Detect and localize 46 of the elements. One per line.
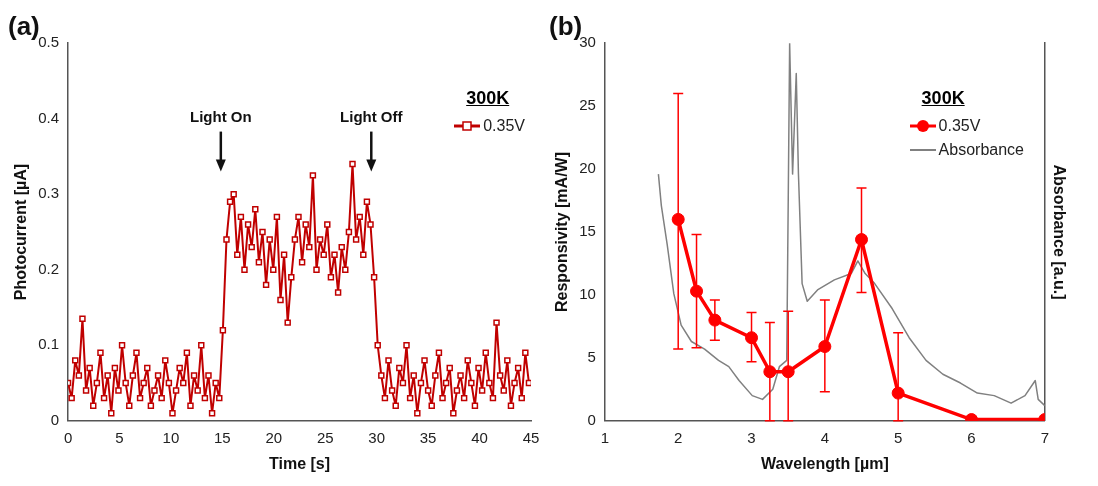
legend-label: Absorbance: [938, 141, 1024, 159]
x-tick-label: 35: [419, 428, 437, 446]
y-tick-label: 25: [579, 96, 596, 114]
y-tick-label: 0: [587, 410, 596, 428]
x-tick-label: 0: [63, 428, 73, 446]
point: [855, 233, 868, 247]
y-tick-label: 15: [579, 222, 596, 240]
x-axis-title: Wavelength [µm]: [760, 454, 889, 472]
annotation: Light Off: [340, 108, 404, 126]
y-axis-title: Responsivity [mA/W]: [553, 151, 571, 313]
point: [745, 331, 759, 345]
annotation: Light On: [190, 108, 252, 126]
x-tick-label: 6: [967, 428, 976, 446]
x-tick-label: 2: [674, 428, 683, 446]
y-tick-label: 30: [579, 33, 596, 51]
x-tick-label: 7: [1040, 428, 1049, 446]
x-tick-label: 15: [214, 428, 231, 446]
y-tick-label: 0: [50, 410, 60, 428]
x-tick-label: 40: [471, 428, 488, 446]
x-tick-label: 45: [522, 428, 540, 446]
x-axis-title: Time [s]: [268, 454, 331, 472]
x-tick-label: 3: [747, 428, 756, 446]
y-tick-label: 20: [579, 159, 596, 177]
x-tick-label: 5: [893, 428, 903, 446]
y-axis-title: Photocurrent [µA]: [12, 163, 30, 301]
point: [690, 284, 704, 298]
x-tick-label: 5: [115, 428, 124, 446]
legend-title: 300K: [466, 88, 511, 109]
y-tick-label: 10: [579, 285, 596, 303]
x-tick-label: 30: [368, 428, 386, 446]
x-tick-label: 4: [820, 428, 830, 446]
x-tick-label: 25: [316, 428, 334, 446]
legend-title: 300K: [921, 88, 966, 109]
x-tick-label: 10: [162, 428, 180, 446]
chart-title: (a): [8, 10, 40, 41]
legend-label: 0.35V: [938, 117, 981, 135]
x-tick-label: 1: [600, 428, 610, 446]
y-tick-label: 0.1: [38, 335, 60, 353]
x-tick-label: 20: [265, 428, 283, 446]
y-tick-label: 0.3: [38, 184, 60, 202]
y-tick-label: 0.2: [38, 259, 60, 277]
legend-label: 0.35V: [483, 117, 525, 135]
y-tick-label: 5: [587, 348, 596, 366]
y-tick-label: 0.4: [38, 108, 60, 126]
y-tick-label: 0.5: [38, 33, 60, 51]
y2-axis-title: Absorbance [a.u.]: [1050, 164, 1068, 300]
